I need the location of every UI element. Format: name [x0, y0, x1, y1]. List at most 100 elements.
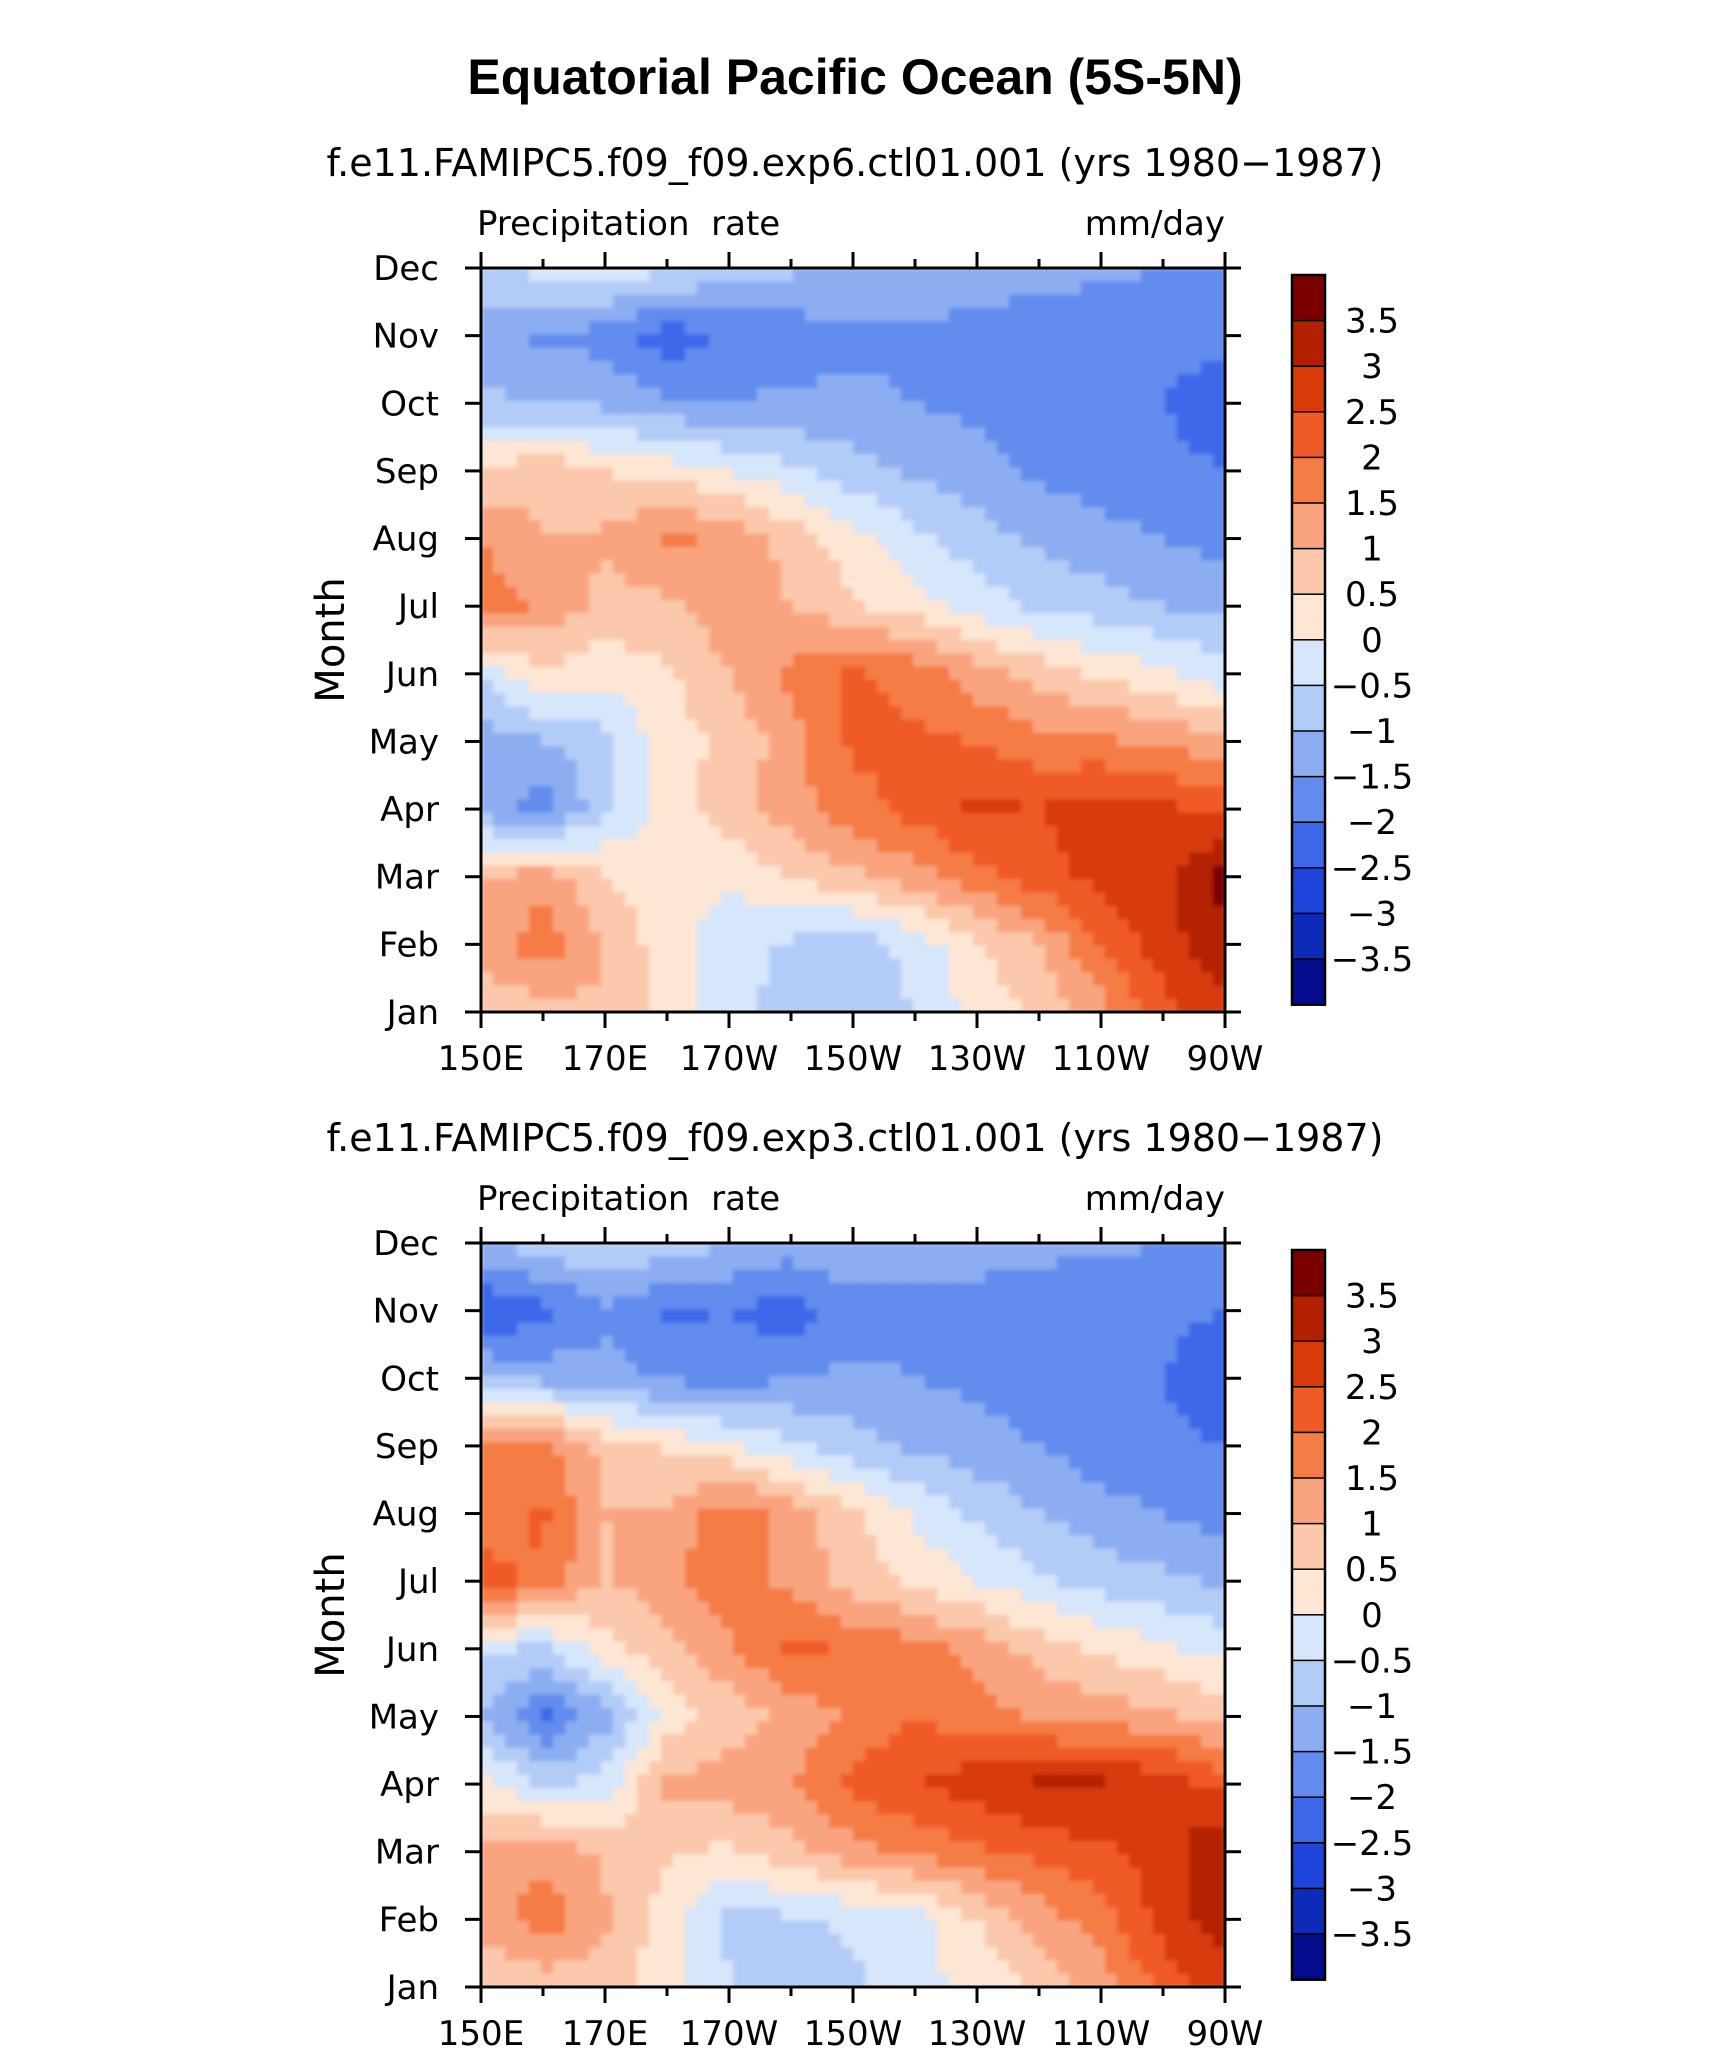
- contour-cell: [589, 334, 602, 349]
- contour-cell: [661, 440, 674, 455]
- contour-cell: [865, 347, 878, 362]
- contour-cell: [505, 919, 518, 934]
- contour-cell: [709, 746, 722, 761]
- contour-cell: [577, 852, 590, 867]
- contour-cell: [529, 786, 542, 801]
- contour-cell: [1201, 321, 1214, 336]
- contour-cell: [817, 268, 830, 283]
- contour-cell: [1033, 1415, 1046, 1430]
- contour-cell: [973, 772, 986, 787]
- contour-cell: [601, 440, 614, 455]
- contour-cell: [985, 919, 998, 934]
- contour-cell: [697, 812, 710, 827]
- contour-cell: [1045, 374, 1058, 389]
- contour-cell: [565, 547, 578, 562]
- contour-cell: [745, 613, 758, 628]
- contour-cell: [949, 613, 962, 628]
- contour-cell: [625, 361, 638, 376]
- contour-cell: [877, 1243, 890, 1258]
- contour-cell: [637, 1269, 650, 1284]
- contour-cell: [649, 1243, 662, 1258]
- contour-cell: [817, 307, 830, 322]
- contour-cell: [889, 1243, 902, 1258]
- contour-cell: [1093, 268, 1106, 283]
- contour-cell: [1153, 414, 1166, 429]
- contour-cell: [637, 1336, 650, 1351]
- contour-cell: [709, 586, 722, 601]
- contour-cell: [949, 454, 962, 469]
- contour-cell: [901, 1389, 914, 1404]
- contour-cell: [925, 507, 938, 522]
- contour-cell: [733, 321, 746, 336]
- contour-cell: [1201, 693, 1214, 708]
- contour-cell: [829, 268, 842, 283]
- contour-cell: [781, 454, 794, 469]
- contour-cell: [937, 493, 950, 508]
- contour-cell: [1141, 1508, 1154, 1523]
- contour-cell: [925, 1256, 938, 1271]
- contour-cell: [1213, 1442, 1225, 1457]
- contour-cell: [769, 972, 782, 987]
- contour-cell: [901, 533, 914, 548]
- contour-cell: [901, 733, 914, 748]
- contour-cell: [781, 1508, 794, 1523]
- contour-cell: [925, 1495, 938, 1510]
- contour-cell: [1033, 1349, 1046, 1364]
- contour-cell: [757, 985, 770, 1000]
- contour-cell: [997, 1362, 1010, 1377]
- contour-cell: [817, 759, 830, 774]
- contour-cell: [661, 586, 674, 601]
- contour-cell: [733, 905, 746, 920]
- contour-cell: [685, 865, 698, 880]
- contour-cell: [841, 467, 854, 482]
- contour-cell: [1129, 1522, 1142, 1537]
- contour-cell: [1177, 347, 1190, 362]
- contour-cell: [649, 746, 662, 761]
- contour-cell: [553, 374, 566, 389]
- contour-cell: [769, 294, 782, 309]
- contour-cell: [505, 958, 518, 973]
- contour-cell: [601, 613, 614, 628]
- contour-cell: [973, 865, 986, 880]
- contour-cell: [757, 1482, 770, 1497]
- contour-cell: [493, 520, 506, 535]
- contour-cell: [661, 347, 674, 362]
- contour-cell: [589, 852, 602, 867]
- contour-cell: [649, 440, 662, 455]
- contour-cell: [673, 454, 686, 469]
- contour-cell: [1105, 560, 1118, 575]
- contour-cell: [517, 1535, 530, 1550]
- contour-cell: [1141, 427, 1154, 442]
- contour-cell: [973, 374, 986, 389]
- contour-cell: [553, 440, 566, 455]
- contour-cell: [1057, 1415, 1070, 1430]
- contour-cell: [673, 799, 686, 814]
- panel-2: f.e11.FAMIPC5.f09_f09.exp3.ctl01.001 (yr…: [308, 1116, 1413, 2054]
- contour-cell: [1069, 374, 1082, 389]
- contour-cell: [961, 533, 974, 548]
- contour-cell: [757, 1455, 770, 1470]
- contour-cell: [529, 1256, 542, 1271]
- contour-cell: [1189, 414, 1202, 429]
- contour-cell: [517, 772, 530, 787]
- contour-cell: [517, 1442, 530, 1457]
- contour-cell: [637, 1455, 650, 1470]
- contour-cell: [601, 932, 614, 947]
- contour-cell: [649, 1389, 662, 1404]
- contour-cell: [601, 892, 614, 907]
- contour-cell: [961, 998, 974, 1012]
- contour-cell: [853, 640, 866, 655]
- contour-cell: [1117, 759, 1130, 774]
- contour-cell: [1129, 772, 1142, 787]
- contour-cell: [1009, 733, 1022, 748]
- contour-cell: [589, 361, 602, 376]
- contour-cell: [565, 281, 578, 296]
- contour-cell: [1153, 1389, 1166, 1404]
- contour-cell: [949, 706, 962, 721]
- contour-cell: [889, 958, 902, 973]
- contour-cell: [481, 879, 494, 894]
- contour-cell: [577, 1309, 590, 1324]
- contour-cell: [913, 1389, 926, 1404]
- contour-cell: [949, 1322, 962, 1337]
- contour-cell: [589, 321, 602, 336]
